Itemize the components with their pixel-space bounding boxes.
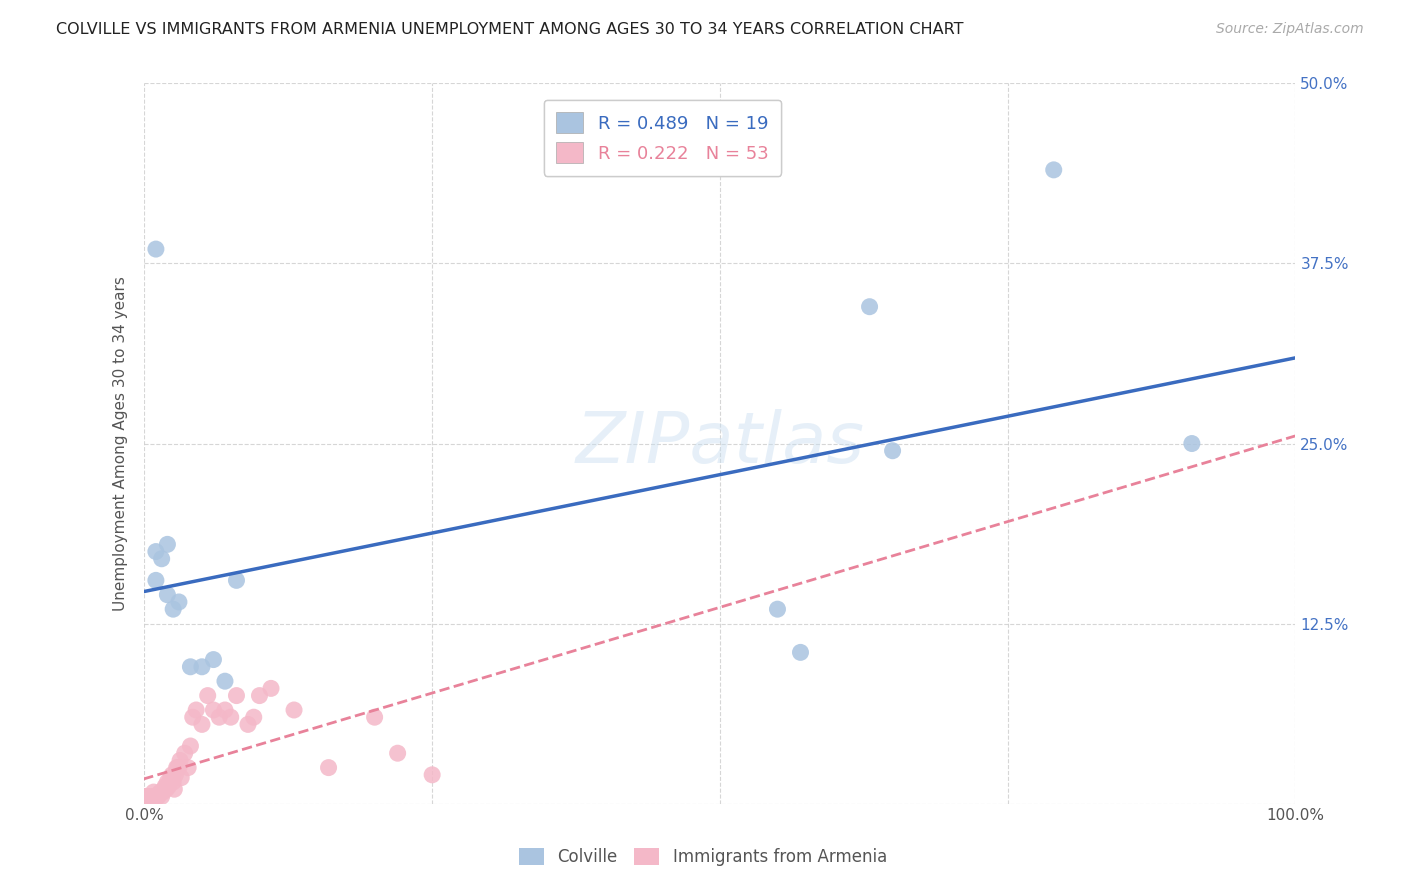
Point — [179, 739, 201, 753]
Point — [363, 710, 385, 724]
Point — [225, 574, 247, 588]
Point — [156, 537, 179, 551]
Point — [219, 710, 242, 724]
Point — [135, 789, 157, 804]
Point — [162, 775, 184, 789]
Point — [152, 785, 174, 799]
Point — [138, 792, 160, 806]
Point — [149, 785, 172, 799]
Point — [136, 789, 159, 804]
Point — [148, 789, 170, 804]
Point — [318, 761, 340, 775]
Point — [146, 789, 169, 804]
Point — [163, 782, 186, 797]
Point — [1042, 162, 1064, 177]
Point — [166, 761, 188, 775]
Point — [225, 689, 247, 703]
Point — [155, 782, 177, 797]
Point — [167, 595, 190, 609]
Point — [858, 300, 880, 314]
Point — [766, 602, 789, 616]
Point — [283, 703, 305, 717]
Point — [148, 787, 170, 801]
Point — [202, 652, 225, 666]
Point — [159, 775, 181, 789]
Point — [208, 710, 231, 724]
Point — [260, 681, 283, 696]
Point — [214, 703, 236, 717]
Point — [141, 789, 163, 804]
Point — [143, 790, 166, 805]
Point — [882, 443, 904, 458]
Point — [191, 660, 214, 674]
Point — [169, 753, 191, 767]
Point — [236, 717, 259, 731]
Point — [387, 746, 409, 760]
Point — [145, 242, 167, 256]
Point — [156, 775, 179, 789]
Point — [202, 703, 225, 717]
Point — [179, 660, 201, 674]
Text: Source: ZipAtlas.com: Source: ZipAtlas.com — [1216, 22, 1364, 37]
Point — [249, 689, 271, 703]
Point — [166, 761, 188, 775]
Point — [160, 768, 183, 782]
Point — [167, 761, 190, 775]
Point — [141, 792, 163, 806]
Point — [165, 768, 187, 782]
Point — [160, 771, 183, 785]
Legend: Colville, Immigrants from Armenia: Colville, Immigrants from Armenia — [510, 840, 896, 875]
Text: COLVILLE VS IMMIGRANTS FROM ARMENIA UNEMPLOYMENT AMONG AGES 30 TO 34 YEARS CORRE: COLVILLE VS IMMIGRANTS FROM ARMENIA UNEM… — [56, 22, 963, 37]
Point — [173, 746, 195, 760]
Point — [1181, 436, 1204, 450]
Point — [242, 710, 264, 724]
Point — [420, 768, 443, 782]
Point — [145, 574, 167, 588]
Point — [186, 703, 208, 717]
Point — [145, 789, 167, 804]
Point — [197, 689, 219, 703]
Legend: R = 0.489   N = 19, R = 0.222   N = 53: R = 0.489 N = 19, R = 0.222 N = 53 — [544, 100, 782, 176]
Point — [153, 782, 176, 797]
Point — [177, 761, 200, 775]
Point — [789, 645, 811, 659]
Point — [162, 602, 184, 616]
Text: ZIPatlas: ZIPatlas — [575, 409, 865, 478]
Point — [142, 785, 165, 799]
Point — [214, 674, 236, 689]
Point — [153, 780, 176, 794]
Point — [150, 551, 173, 566]
Point — [135, 789, 157, 804]
Y-axis label: Unemployment Among Ages 30 to 34 years: Unemployment Among Ages 30 to 34 years — [114, 277, 128, 611]
Point — [157, 780, 180, 794]
Point — [145, 544, 167, 558]
Point — [181, 710, 204, 724]
Point — [139, 792, 162, 806]
Point — [156, 588, 179, 602]
Point — [150, 789, 173, 804]
Point — [170, 771, 193, 785]
Point — [191, 717, 214, 731]
